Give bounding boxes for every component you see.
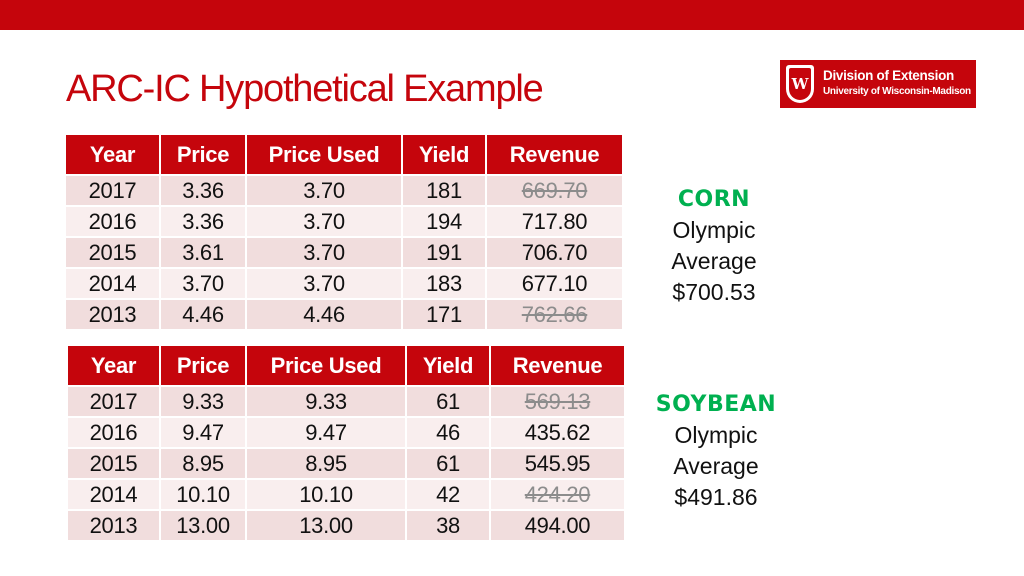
cell-yield: 46: [406, 417, 491, 449]
cell-price-used: 4.46: [246, 299, 403, 331]
header-yield: Yield: [406, 346, 491, 387]
cell-price-used: 3.70: [246, 175, 403, 207]
crop-label-soybean: SOYBEAN: [655, 392, 777, 417]
cell-revenue: 424.20: [490, 479, 624, 511]
cell-yield: 183: [402, 268, 487, 300]
header-yield: Yield: [402, 135, 487, 176]
cell-price: 3.70: [160, 268, 247, 300]
table-row: 2015 3.61 3.70 191 706.70: [66, 237, 622, 269]
cell-yield: 171: [402, 299, 487, 331]
table-header-row: Year Price Price Used Yield Revenue: [66, 135, 622, 176]
cell-price: 13.00: [160, 510, 247, 542]
avg-label-average: Average: [673, 453, 759, 479]
table-row: 2014 10.10 10.10 42 424.20: [68, 479, 624, 511]
soybean-olympic-average: SOYBEAN Olympic Average $491.86: [640, 389, 792, 513]
avg-value: $491.86: [674, 484, 758, 510]
cell-price: 9.47: [160, 417, 247, 449]
cell-price: 3.36: [160, 175, 247, 207]
cell-year: 2016: [68, 417, 161, 449]
table-row: 2014 3.70 3.70 183 677.10: [66, 268, 622, 300]
crop-label-corn: CORN: [677, 187, 751, 212]
avg-value: $700.53: [672, 279, 756, 305]
cell-revenue: 706.70: [486, 237, 622, 269]
avg-label-average: Average: [671, 248, 757, 274]
uw-extension-logo: W Division of Extension University of Wi…: [780, 60, 976, 108]
cell-price: 9.33: [160, 386, 247, 418]
cell-year: 2013: [66, 299, 161, 331]
table-header-row: Year Price Price Used Yield Revenue: [68, 346, 624, 387]
cell-price-used: 13.00: [246, 510, 407, 542]
cell-year: 2013: [68, 510, 161, 542]
cell-revenue: 762.66: [486, 299, 622, 331]
cell-year: 2017: [66, 175, 161, 207]
header-price: Price: [160, 346, 247, 387]
logo-text: Division of Extension University of Wisc…: [823, 68, 971, 100]
cell-revenue: 494.00: [490, 510, 624, 542]
cell-year: 2014: [66, 268, 161, 300]
cell-revenue: 545.95: [490, 448, 624, 480]
cell-year: 2015: [66, 237, 161, 269]
header-year: Year: [68, 346, 161, 387]
cell-yield: 61: [406, 448, 491, 480]
cell-year: 2017: [68, 386, 161, 418]
logo-line-division: Division of Extension: [823, 68, 954, 83]
corn-olympic-average: CORN Olympic Average $700.53: [648, 184, 780, 308]
cell-yield: 194: [402, 206, 487, 238]
crest-letter: W: [789, 68, 811, 100]
cell-price-used: 8.95: [246, 448, 407, 480]
cell-yield: 42: [406, 479, 491, 511]
table-row: 2017 3.36 3.70 181 669.70: [66, 175, 622, 207]
header-price-used: Price Used: [246, 346, 407, 387]
table-row: 2015 8.95 8.95 61 545.95: [68, 448, 624, 480]
cell-price: 3.61: [160, 237, 247, 269]
top-banner: [0, 0, 1024, 30]
cell-price-used: 10.10: [246, 479, 407, 511]
table-row: 2016 3.36 3.70 194 717.80: [66, 206, 622, 238]
cell-yield: 181: [402, 175, 487, 207]
slide-title: ARC-IC Hypothetical Example: [66, 68, 544, 110]
table-row: 2013 4.46 4.46 171 762.66: [66, 299, 622, 331]
cell-yield: 191: [402, 237, 487, 269]
table-row: 2013 13.00 13.00 38 494.00: [68, 510, 624, 542]
cell-yield: 61: [406, 386, 491, 418]
cell-year: 2014: [68, 479, 161, 511]
cell-revenue: 569.13: [490, 386, 624, 418]
soybean-table: Year Price Price Used Yield Revenue 2017…: [68, 346, 624, 542]
cell-yield: 38: [406, 510, 491, 542]
cell-price-used: 3.70: [246, 268, 403, 300]
avg-label-olympic: Olympic: [672, 217, 756, 243]
cell-price: 3.36: [160, 206, 247, 238]
cell-revenue: 717.80: [486, 206, 622, 238]
cell-year: 2016: [66, 206, 161, 238]
cell-price: 8.95: [160, 448, 247, 480]
cell-year: 2015: [68, 448, 161, 480]
header-revenue: Revenue: [490, 346, 624, 387]
cell-price-used: 9.47: [246, 417, 407, 449]
table-row: 2017 9.33 9.33 61 569.13: [68, 386, 624, 418]
cell-revenue: 669.70: [486, 175, 622, 207]
cell-price-used: 9.33: [246, 386, 407, 418]
avg-label-olympic: Olympic: [674, 422, 758, 448]
uw-crest-icon: W: [786, 65, 814, 103]
cell-price-used: 3.70: [246, 237, 403, 269]
cell-revenue: 677.10: [486, 268, 622, 300]
cell-price: 4.46: [160, 299, 247, 331]
header-price: Price: [160, 135, 247, 176]
header-revenue: Revenue: [486, 135, 622, 176]
logo-line-university: University of Wisconsin-Madison: [823, 86, 971, 97]
corn-table: Year Price Price Used Yield Revenue 2017…: [66, 135, 622, 331]
header-price-used: Price Used: [246, 135, 403, 176]
table-row: 2016 9.47 9.47 46 435.62: [68, 417, 624, 449]
cell-revenue: 435.62: [490, 417, 624, 449]
header-year: Year: [66, 135, 161, 176]
cell-price: 10.10: [160, 479, 247, 511]
cell-price-used: 3.70: [246, 206, 403, 238]
